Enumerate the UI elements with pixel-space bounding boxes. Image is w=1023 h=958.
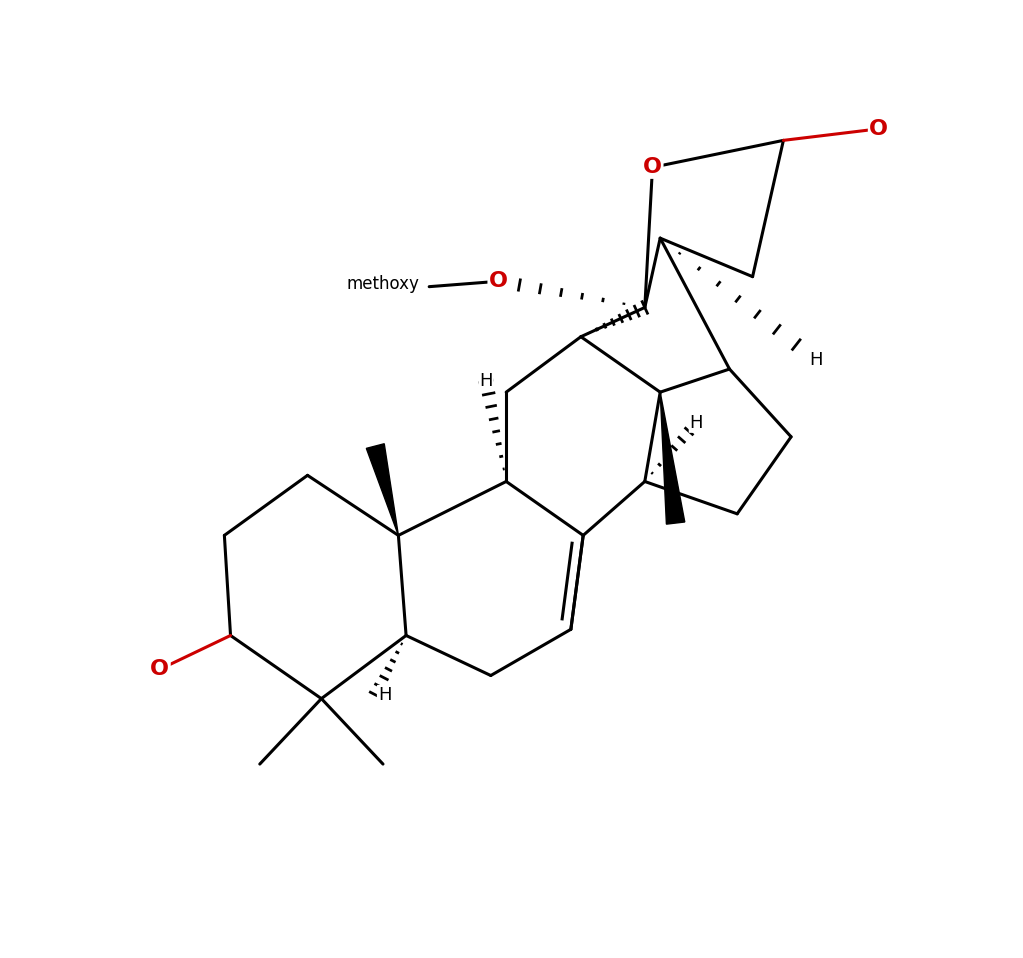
Text: O: O [643,157,662,177]
Text: H: H [690,414,703,432]
Text: H: H [480,373,493,390]
Text: H: H [809,351,822,369]
Text: H: H [377,686,391,704]
Text: O: O [870,119,888,139]
Polygon shape [660,392,684,524]
Text: methoxy: methoxy [347,275,419,293]
Text: O: O [489,271,508,291]
Polygon shape [366,444,398,536]
Text: O: O [150,659,169,679]
